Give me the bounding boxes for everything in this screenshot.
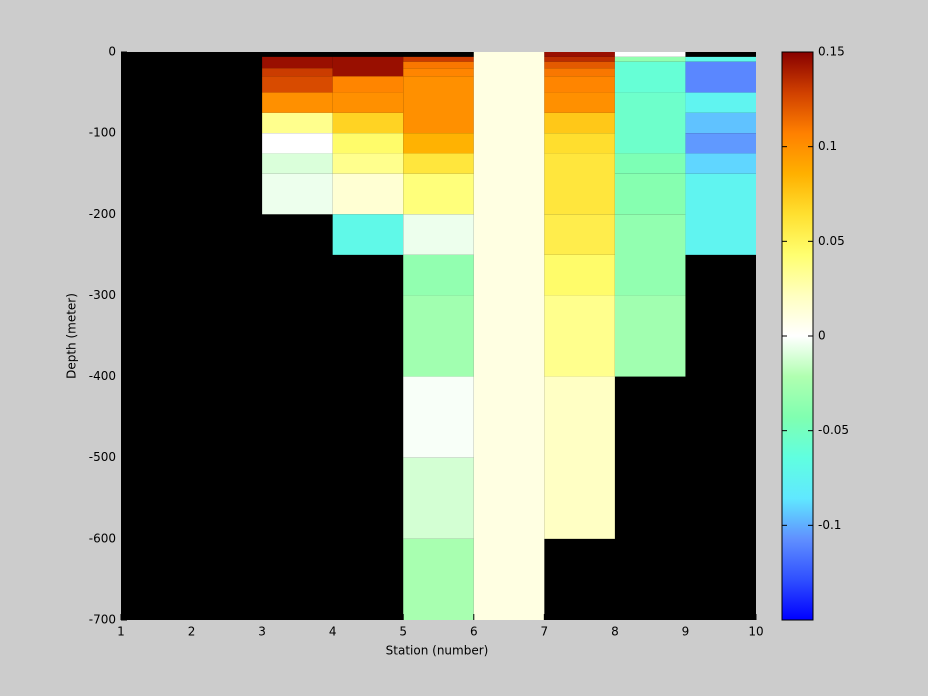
heat-cell [544, 92, 615, 113]
heat-cell [403, 68, 474, 77]
heat-cell [262, 68, 333, 77]
y-tick-label: 0 [108, 45, 116, 59]
heat-cell [685, 153, 756, 174]
y-tick-label: -100 [89, 126, 116, 140]
heat-cell [403, 295, 474, 377]
y-tick-label: -700 [89, 613, 116, 627]
heat-cell [403, 173, 474, 215]
heat-cell [332, 153, 404, 174]
heat-cell [544, 295, 615, 377]
heat-cell [614, 52, 686, 57]
x-axis-label: Station (number) [386, 644, 489, 658]
heat-cell [403, 538, 474, 620]
x-tick-label: 9 [682, 625, 690, 639]
heat-cell [544, 61, 615, 69]
heat-cell [403, 76, 474, 134]
x-tick-label: 2 [188, 625, 196, 639]
heat-cell [544, 254, 615, 296]
x-tick-label: 3 [258, 625, 266, 639]
heat-cell [403, 61, 474, 69]
heat-cell [262, 92, 333, 113]
y-tick-label: -600 [89, 531, 116, 545]
y-tick-label: -400 [89, 369, 116, 383]
heat-cell [403, 376, 474, 458]
heat-cell [544, 76, 615, 93]
y-tick-label: -500 [89, 450, 116, 464]
x-tick-label: 1 [117, 625, 125, 639]
colorbar-tick-label: 0.05 [818, 234, 845, 248]
heat-cell [332, 76, 404, 93]
heat-cell [685, 56, 756, 62]
heat-cell [685, 173, 756, 255]
heat-cell [262, 76, 333, 93]
y-axis-label: Depth (meter) [65, 293, 79, 379]
x-tick-label: 10 [748, 625, 763, 639]
colorbar-tick-label: -0.05 [818, 423, 849, 437]
colorbar-tick-label: 0.15 [818, 45, 845, 59]
heat-cell [473, 52, 545, 620]
heat-cell [544, 376, 615, 539]
heat-cell [262, 112, 333, 134]
heat-cell [332, 214, 404, 255]
heat-cell [262, 133, 333, 154]
heat-cell [614, 153, 686, 174]
colorbar-tick-label: 0 [818, 329, 826, 343]
heat-cell [403, 254, 474, 296]
heat-cell [544, 214, 615, 255]
heat-cell [332, 173, 404, 215]
heat-cell [262, 173, 333, 215]
heat-cell [262, 56, 333, 69]
heat-cell [403, 56, 474, 62]
x-tick-label: 8 [611, 625, 619, 639]
heat-cell [685, 133, 756, 154]
heat-cell [403, 457, 474, 539]
heat-cell [614, 56, 686, 62]
heat-cell [262, 153, 333, 174]
x-tick-label: 7 [541, 625, 549, 639]
heat-cell [544, 56, 615, 62]
heat-cell [614, 92, 686, 154]
heat-cell [544, 112, 615, 134]
heat-cell [332, 133, 404, 154]
heat-cell [685, 92, 756, 113]
heat-cell [614, 214, 686, 296]
heat-cell [685, 61, 756, 93]
x-tick-label: 6 [470, 625, 478, 639]
heat-cell [544, 68, 615, 77]
heat-cell [544, 52, 615, 57]
heat-cell [614, 295, 686, 377]
heat-cell [544, 133, 615, 154]
heat-cell [332, 112, 404, 134]
heat-cell [403, 153, 474, 174]
heat-cell [614, 173, 686, 215]
heat-cell [403, 214, 474, 255]
heat-cell [332, 56, 404, 77]
heat-cell [614, 61, 686, 93]
x-tick-label: 4 [329, 625, 337, 639]
y-tick-label: -200 [89, 207, 116, 221]
colorbar-tick-label: 0.1 [818, 139, 837, 153]
heat-cell [403, 133, 474, 154]
x-tick-label: 5 [399, 625, 407, 639]
heat-cell [332, 92, 404, 113]
y-tick-label: -300 [89, 288, 116, 302]
colorbar-tick-label: -0.1 [818, 518, 841, 532]
heat-cell [685, 112, 756, 134]
heat-cell [544, 153, 615, 215]
